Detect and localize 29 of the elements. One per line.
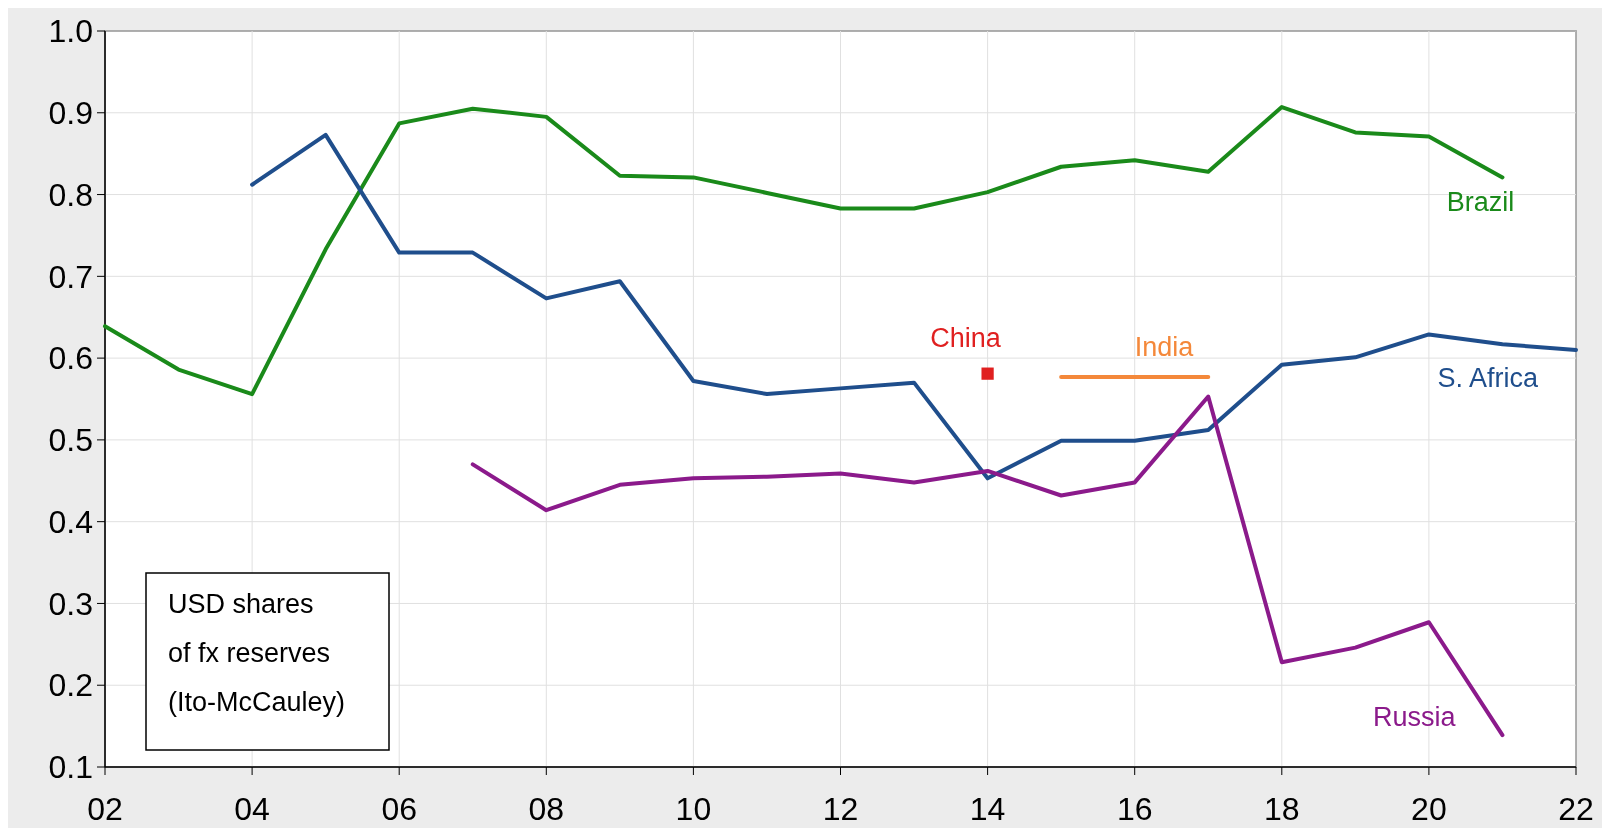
annotation: USD shares of fx reserves (Ito-McCauley)	[168, 589, 346, 717]
y-tick-label: 0.5	[48, 422, 93, 459]
x-tick-label: 22	[1558, 791, 1594, 827]
y-tick-label: 0.8	[48, 176, 93, 213]
y-tick-label: 0.7	[48, 258, 93, 295]
x-tick-label: 18	[1264, 791, 1300, 827]
x-tick-label: 14	[969, 791, 1006, 827]
series-label: India	[1134, 331, 1195, 362]
series-label: Brazil	[1446, 186, 1515, 217]
line-series	[470, 394, 1505, 738]
y-tick-label: 1.0	[48, 13, 93, 50]
x-tick-label: 16	[1116, 791, 1153, 827]
series-label: China	[930, 323, 1002, 354]
x-tick-label: 08	[528, 791, 565, 827]
x-tick-label: 06	[381, 791, 417, 827]
x-tick-label: 12	[822, 791, 859, 827]
x-tick-label: 02	[87, 791, 123, 827]
x-tick-label: 20	[1411, 791, 1447, 827]
y-tick-label: 0.1	[48, 749, 93, 786]
series-label: S. Africa	[1437, 362, 1539, 393]
y-tick-label: 0.3	[48, 585, 93, 622]
x-tick-label: 04	[234, 791, 270, 827]
x-tick-label: 10	[675, 791, 712, 827]
y-tick-label: 0.9	[48, 94, 93, 131]
y-tick-label: 0.6	[48, 340, 93, 377]
line-series	[250, 132, 1578, 481]
series-label: Russia	[1372, 702, 1457, 733]
y-tick-label: 0.2	[48, 667, 93, 704]
y-tick-label: 0.4	[48, 503, 93, 540]
